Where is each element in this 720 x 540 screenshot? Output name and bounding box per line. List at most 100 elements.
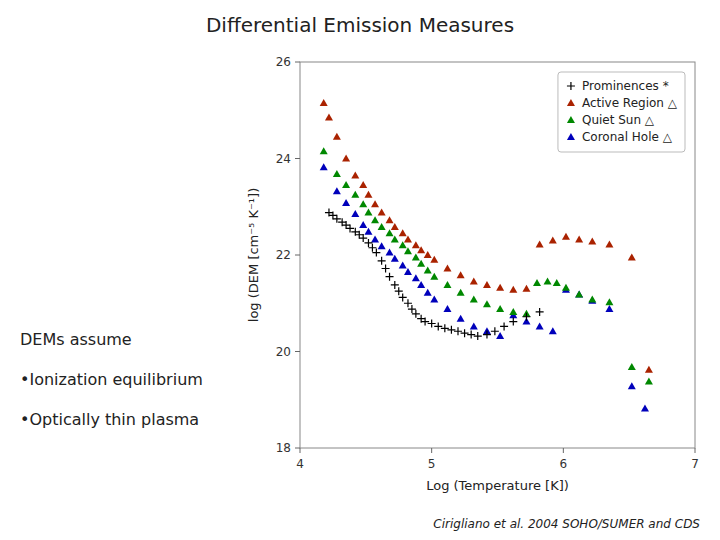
- point: [364, 191, 372, 198]
- point: [536, 240, 544, 247]
- point: [386, 273, 394, 281]
- point: [500, 322, 508, 330]
- legend-marker: [567, 82, 575, 90]
- point: [333, 187, 341, 194]
- point: [342, 181, 350, 188]
- point: [496, 284, 504, 291]
- point: [575, 291, 583, 298]
- point: [412, 310, 420, 318]
- point: [320, 163, 328, 170]
- point: [395, 287, 403, 295]
- point: [364, 209, 372, 216]
- point: [421, 318, 429, 326]
- point: [391, 281, 399, 289]
- chart: Differential Emission Measures4567182022…: [0, 0, 720, 540]
- y-axis-label: log (DEM [cm⁻⁵ K⁻¹]): [246, 188, 261, 322]
- series: [325, 209, 544, 341]
- legend-label: Active Region △: [582, 96, 678, 110]
- point: [359, 200, 367, 207]
- point: [447, 326, 455, 334]
- point: [386, 249, 394, 256]
- y-tick-label: 24: [276, 152, 291, 166]
- legend-label: Coronal Hole △: [582, 130, 673, 144]
- point: [378, 257, 386, 265]
- y-tick-label: 18: [276, 441, 291, 455]
- title: Differential Emission Measures: [206, 13, 514, 37]
- point: [522, 313, 530, 321]
- point: [325, 113, 333, 120]
- point: [404, 247, 412, 254]
- point: [605, 240, 613, 247]
- point: [457, 289, 465, 296]
- axes: 45671820222426: [276, 55, 699, 471]
- point: [430, 273, 438, 280]
- point: [351, 171, 359, 178]
- x-tick-label: 7: [691, 457, 699, 471]
- point: [443, 265, 451, 272]
- point: [424, 251, 432, 258]
- point: [605, 305, 613, 312]
- point: [320, 147, 328, 154]
- point: [496, 332, 504, 339]
- y-tick-label: 26: [276, 55, 291, 69]
- x-tick-label: 5: [428, 457, 436, 471]
- point: [371, 200, 379, 207]
- point: [562, 233, 570, 240]
- point: [382, 265, 390, 273]
- legend-marker: [567, 116, 575, 123]
- point: [333, 133, 341, 140]
- annotation: DEMs assume: [20, 330, 132, 349]
- point: [470, 322, 478, 329]
- y-tick-label: 22: [276, 248, 291, 262]
- point: [509, 286, 517, 293]
- point: [645, 377, 653, 384]
- point: [509, 318, 517, 326]
- point: [333, 170, 341, 177]
- legend-box: [558, 72, 685, 152]
- point: [536, 322, 544, 329]
- point: [404, 268, 412, 275]
- x-tick: [563, 448, 564, 453]
- point: [496, 305, 504, 312]
- point: [386, 216, 394, 223]
- point: [443, 305, 451, 312]
- point: [378, 209, 386, 216]
- point: [364, 228, 372, 235]
- legend-label: Quiet Sun △: [582, 113, 655, 127]
- point: [457, 271, 465, 278]
- point: [641, 404, 649, 411]
- legend-label: Prominences *: [582, 79, 669, 93]
- series: [320, 147, 653, 384]
- point: [351, 191, 359, 198]
- point: [371, 216, 379, 223]
- point: [424, 289, 432, 296]
- point: [386, 229, 394, 236]
- point: [454, 327, 462, 335]
- point: [412, 274, 420, 281]
- point: [371, 236, 379, 243]
- point: [467, 331, 475, 339]
- point: [628, 363, 636, 370]
- point: [549, 237, 557, 244]
- point: [474, 332, 482, 340]
- point: [359, 221, 367, 228]
- point: [417, 281, 425, 288]
- point: [424, 266, 432, 273]
- x-tick: [695, 448, 696, 453]
- point: [491, 327, 499, 335]
- point: [628, 382, 636, 389]
- point: [378, 223, 386, 230]
- x-tick-label: 4: [296, 457, 304, 471]
- point: [404, 299, 412, 307]
- plot-frame: [300, 62, 695, 448]
- point: [457, 315, 465, 322]
- y-tick: [295, 448, 300, 449]
- point: [364, 239, 372, 247]
- point: [605, 298, 613, 305]
- point: [351, 210, 359, 217]
- y-tick: [295, 62, 300, 63]
- point: [378, 242, 386, 249]
- point: [522, 285, 530, 292]
- point: [368, 244, 376, 252]
- point: [320, 99, 328, 106]
